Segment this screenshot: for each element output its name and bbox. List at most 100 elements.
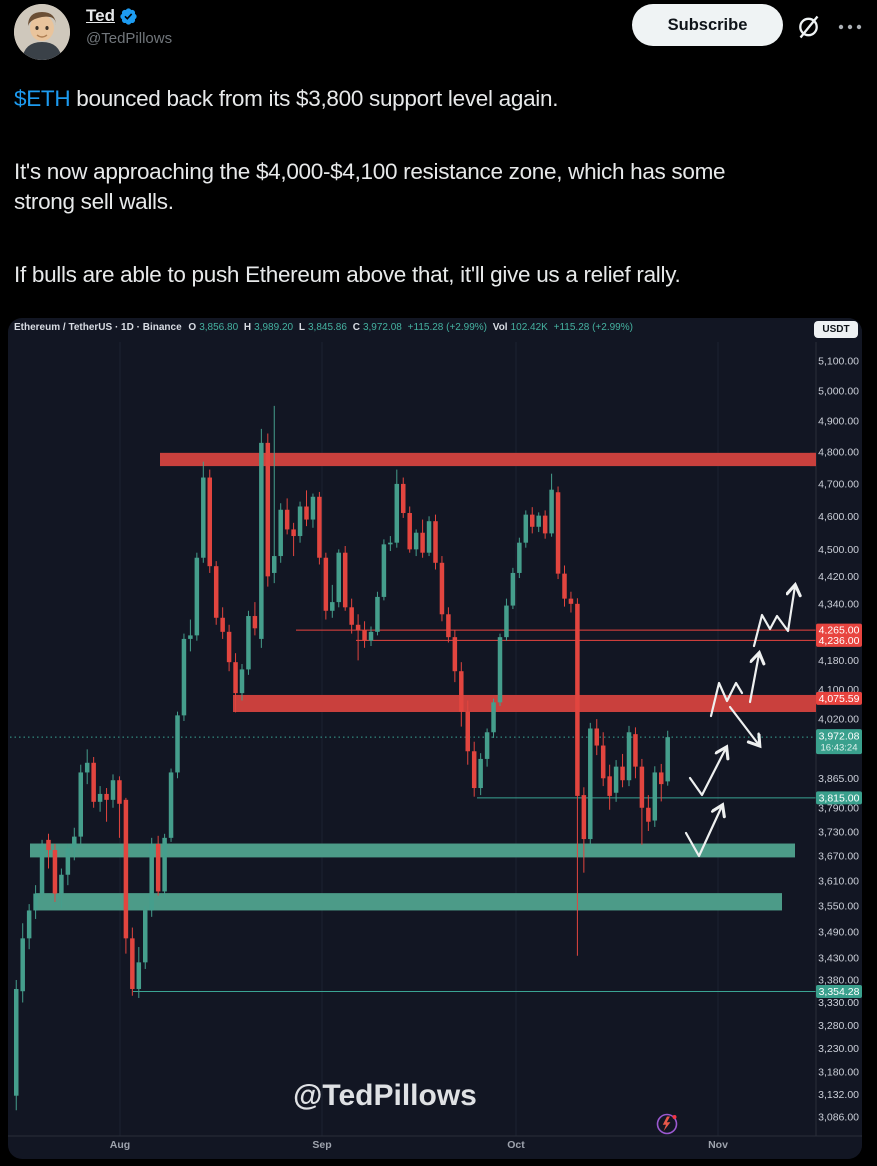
price-level-text: 3,354.28 <box>819 986 860 998</box>
axis-tick-label: 3,180.00 <box>818 1066 859 1078</box>
price-level-badge <box>816 623 862 637</box>
candle-body <box>14 988 19 1096</box>
drawn-arrow <box>748 654 759 704</box>
volume-change-value: +115.28 (+2.99%) <box>553 322 633 333</box>
axis-tick-label: 3,430.00 <box>818 952 859 964</box>
axis-tick-label: 3,670.00 <box>818 851 859 863</box>
annotation-arrows <box>684 586 795 858</box>
ohlc-high-label: H <box>243 322 252 333</box>
grid-layer <box>119 342 719 1136</box>
candle-body <box>304 506 309 520</box>
candle-body <box>652 772 658 821</box>
axis-tick-label: 4,020.00 <box>818 714 859 726</box>
candle-body <box>104 793 109 800</box>
candle-body <box>123 799 129 939</box>
red-zone <box>160 452 816 467</box>
candle-body <box>175 715 180 773</box>
candle-body <box>26 910 32 939</box>
levels-layer <box>10 629 816 993</box>
cashtag-link[interactable]: $ETH <box>14 86 71 111</box>
price-level-badge <box>816 633 862 647</box>
drawn-arrow <box>688 748 726 797</box>
tweet-paragraph-3: If bulls are able to push Ethereum above… <box>14 262 681 287</box>
candle-body <box>291 529 296 537</box>
candle-body <box>323 557 329 611</box>
candle-body <box>336 552 341 603</box>
candle-body <box>510 572 516 606</box>
candle-body <box>581 795 587 840</box>
candle-countdown-text: 16:43:24 <box>821 743 858 754</box>
candle-body <box>239 669 245 694</box>
month-label: Sep <box>312 1139 331 1151</box>
candle-body <box>375 596 380 632</box>
candle-body <box>433 521 438 563</box>
candle-body <box>130 938 135 989</box>
candle-body <box>201 477 206 558</box>
candle-body <box>613 766 619 793</box>
drawn-arrow <box>752 586 795 648</box>
candle-body <box>471 751 477 789</box>
candle-body <box>659 772 664 785</box>
ohlc-open-value: 3,856.80 <box>199 322 239 333</box>
candle-body <box>39 843 45 894</box>
zone-axis-marker <box>810 694 816 713</box>
candle-body <box>117 780 122 804</box>
candle-body <box>188 635 193 639</box>
user-handle[interactable]: @TedPillows <box>86 30 173 47</box>
display-name[interactable]: Ted <box>86 6 115 25</box>
candle-body <box>207 477 212 567</box>
axis-tick-label: 5,000.00 <box>818 385 859 397</box>
candlestick-chart: @TedPillows 5,100.00 5,000.00 4,900.00 4,80… <box>8 318 862 1159</box>
candle-body <box>252 616 258 629</box>
candle-body <box>665 737 670 782</box>
candle-body <box>317 496 322 558</box>
ohlc-low-label: L <box>298 322 305 333</box>
candle-body <box>78 772 83 837</box>
candle-body <box>542 515 548 534</box>
chart-image[interactable]: Ethereum / TetherUS · 1D · Binance O 3,85… <box>8 318 862 1159</box>
avatar[interactable] <box>14 4 70 60</box>
drawn-arrow <box>728 705 759 745</box>
ohlc-high-value: 3,989.20 <box>254 322 294 333</box>
candlestick-series <box>14 405 670 1111</box>
axis-tick-label: 4,340.00 <box>818 598 859 610</box>
candle-body <box>626 732 632 781</box>
axis-tick-label: 4,800.00 <box>818 447 859 459</box>
ohlc-open-label: O <box>188 322 197 333</box>
chart-symbol-title: Ethereum / TetherUS · 1D · Binance <box>14 322 182 333</box>
candle-body <box>452 637 458 672</box>
candle-body <box>84 762 90 773</box>
candle-body <box>588 728 593 840</box>
month-label: Aug <box>110 1139 130 1151</box>
profile-name-block: Ted @TedPillows <box>86 6 172 47</box>
price-level-badge <box>816 791 862 805</box>
candle-body <box>562 573 567 599</box>
candle-body <box>20 938 25 992</box>
candle-body <box>439 562 445 615</box>
verified-icon <box>120 7 137 25</box>
ohlc-close-label: C <box>352 322 360 333</box>
price-level-badge <box>816 985 862 999</box>
axis-tick-label: 3,790.00 <box>818 802 859 814</box>
candle-body <box>297 506 303 537</box>
axis-tick-label: 3,280.00 <box>818 1020 859 1032</box>
axis-tick-label: 4,900.00 <box>818 416 859 428</box>
candle-body <box>555 492 561 574</box>
candle-body <box>342 552 348 608</box>
candle-body <box>388 542 393 545</box>
volume-value: 102.42K <box>510 322 548 333</box>
candle-body <box>620 766 625 781</box>
grok-icon[interactable] <box>795 13 822 40</box>
candle-body <box>284 509 290 530</box>
tweet-paragraph-2: It's now approaching the $4,000-$4,100 r… <box>14 159 726 214</box>
candle-body <box>401 483 406 514</box>
boost-flash-icon <box>656 1113 678 1135</box>
subscribe-button[interactable]: Subscribe <box>632 4 783 46</box>
volume-label: Vol <box>492 322 508 333</box>
month-label: Oct <box>507 1139 525 1151</box>
time-axis: Aug Sep Oct Nov <box>8 1135 862 1151</box>
candle-body <box>213 566 219 618</box>
axis-tick-label: 5,100.00 <box>818 356 859 368</box>
more-options-icon[interactable] <box>836 20 866 32</box>
